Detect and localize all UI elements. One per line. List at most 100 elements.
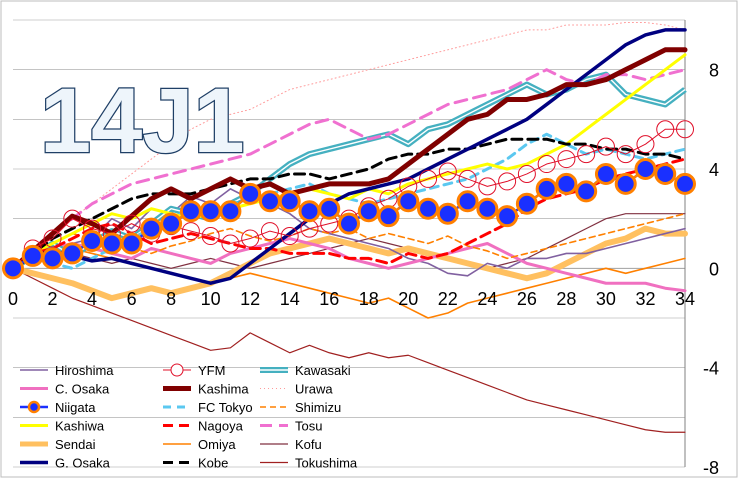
legend-label-kashima: Kashima xyxy=(198,382,249,397)
data-point-yfm xyxy=(122,214,141,233)
data-point-yfm xyxy=(438,162,457,181)
legend: Hiroshima YFM Kawasaki C. Osaka Kashima Urawa… xyxy=(20,363,358,471)
legend-label-fc-tokyo: FC Tokyo xyxy=(198,400,253,415)
series-line-tosu xyxy=(11,68,687,270)
data-point-niigata xyxy=(219,200,242,223)
legend-item-kashima: Kashima xyxy=(163,382,249,397)
chart-title: 14J1 xyxy=(40,70,245,172)
legend-label-c-osaka: C. Osaka xyxy=(55,382,110,397)
data-point-yfm xyxy=(260,222,279,241)
data-point-niigata xyxy=(2,257,24,280)
x-tick-label: 4 xyxy=(87,289,97,309)
x-tick-label: 14 xyxy=(280,289,300,309)
y-tick-labels: 8 4 0 -4 -8 xyxy=(703,61,719,478)
data-point-niigata xyxy=(357,200,380,223)
series-line-kobe xyxy=(11,137,687,270)
data-point-niigata xyxy=(496,205,519,228)
legend-item-fc-tokyo: FC Tokyo xyxy=(163,400,253,415)
x-tick-label: 2 xyxy=(48,289,58,309)
data-point-niigata xyxy=(278,190,301,213)
x-tick-label: 22 xyxy=(438,289,458,309)
data-point-yfm xyxy=(458,169,477,188)
data-point-niigata xyxy=(377,205,400,228)
data-point-yfm xyxy=(537,155,556,174)
x-tick-label: 6 xyxy=(127,289,137,309)
data-point-yfm xyxy=(478,177,497,196)
data-point-yfm xyxy=(517,164,536,183)
data-point-niigata xyxy=(120,232,143,255)
series-line-urawa xyxy=(12,21,686,269)
series-tosu xyxy=(11,68,687,270)
data-point-yfm xyxy=(201,227,220,246)
data-point-yfm xyxy=(43,229,62,248)
x-tick-labels: 0 2 4 6 8 10 12 14 16 18 20 22 24 26 28 30 32 34 xyxy=(8,289,695,309)
legend-item-tosu: Tosu xyxy=(260,419,322,434)
legend-item-omiya: Omiya xyxy=(163,437,236,452)
legend-item-kawasaki: Kawasaki xyxy=(260,363,351,378)
legend-marker-yfm xyxy=(170,363,184,377)
x-tick-label: 10 xyxy=(201,289,221,309)
series-sendai xyxy=(10,225,688,302)
series-layer xyxy=(2,21,696,433)
legend-label-shimizu: Shimizu xyxy=(295,400,341,415)
data-point-niigata xyxy=(674,172,696,195)
legend-item-kashiwa: Kashiwa xyxy=(20,419,105,434)
data-point-niigata xyxy=(417,197,440,220)
legend-item-shimizu: Shimizu xyxy=(260,400,341,415)
data-point-niigata xyxy=(397,190,420,213)
data-point-yfm xyxy=(221,234,240,253)
data-point-yfm xyxy=(280,227,299,246)
data-point-niigata xyxy=(476,197,499,220)
data-point-niigata xyxy=(456,190,479,213)
data-point-yfm xyxy=(596,137,615,156)
legend-label-urawa: Urawa xyxy=(295,382,333,397)
legend-label-hiroshima: Hiroshima xyxy=(55,363,114,378)
grid-layer xyxy=(13,19,686,468)
series-kashima xyxy=(10,47,688,271)
data-point-yfm xyxy=(181,222,200,241)
data-point-niigata xyxy=(654,162,677,185)
data-point-niigata xyxy=(535,177,558,200)
legend-label-kobe: Kobe xyxy=(198,456,228,471)
data-point-niigata xyxy=(160,212,183,235)
legend-label-niigata: Niigata xyxy=(55,400,96,415)
data-point-niigata xyxy=(575,180,598,203)
data-point-yfm xyxy=(241,229,260,248)
series-line-tokushima xyxy=(12,267,686,433)
series-urawa xyxy=(12,21,686,269)
legend-item-g-osaka: G. Osaka xyxy=(20,456,111,471)
x-tick-label: 24 xyxy=(477,289,497,309)
series-line-kashima xyxy=(10,47,688,271)
data-point-niigata xyxy=(594,162,617,185)
y-tick-label: -8 xyxy=(703,458,719,478)
data-point-yfm xyxy=(577,145,596,164)
data-point-niigata xyxy=(140,217,163,240)
data-point-yfm xyxy=(636,135,655,154)
y-tick-label: 0 xyxy=(709,259,719,279)
legend-item-yfm: YFM xyxy=(163,363,225,378)
legend-label-tosu: Tosu xyxy=(295,419,322,434)
series-tokushima xyxy=(12,267,686,433)
series-kobe xyxy=(11,137,687,270)
data-point-niigata xyxy=(100,232,123,255)
data-point-niigata xyxy=(515,192,538,215)
legend-item-hiroshima: Hiroshima xyxy=(20,363,114,378)
data-point-niigata xyxy=(555,172,578,195)
data-point-niigata xyxy=(436,202,459,225)
data-point-yfm xyxy=(498,172,517,191)
data-point-niigata xyxy=(614,172,637,195)
data-point-niigata xyxy=(298,200,321,223)
series-line-kashiwa xyxy=(11,53,687,270)
series-line-sendai xyxy=(10,225,688,302)
x-tick-label: 20 xyxy=(398,289,418,309)
data-point-niigata xyxy=(199,200,222,223)
legend-item-urawa: Urawa xyxy=(260,382,333,397)
legend-item-kobe: Kobe xyxy=(163,456,228,471)
x-tick-label: 26 xyxy=(517,289,537,309)
legend-item-tokushima: Tokushima xyxy=(260,456,358,471)
series-niigata xyxy=(2,158,696,280)
x-tick-label: 12 xyxy=(240,289,260,309)
y-tick-label: -4 xyxy=(703,359,719,379)
legend-label-g-osaka: G. Osaka xyxy=(55,456,111,471)
